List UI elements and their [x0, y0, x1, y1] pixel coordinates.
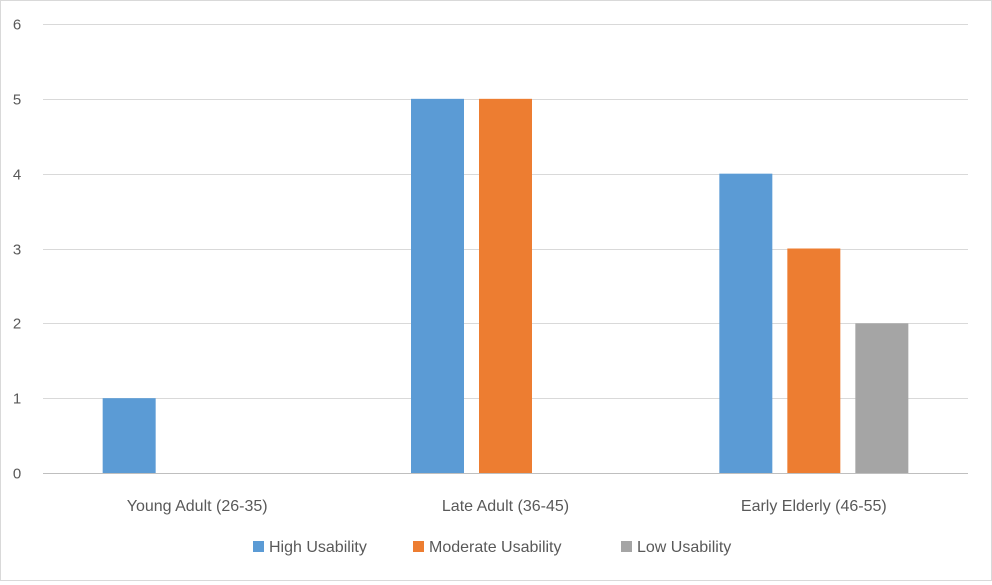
x-tick-label: Late Adult (36-45)	[442, 498, 569, 515]
legend: High Usability Moderate Usability Low Usab…	[253, 539, 731, 556]
y-tick-label: 2	[13, 316, 21, 333]
y-axis-ticks: 0 1 2 3 4 5 6	[13, 17, 21, 483]
x-tick-label: Young Adult (26-35)	[127, 498, 268, 515]
bar-moderate-usability	[787, 248, 841, 473]
legend-label: High Usability	[269, 539, 367, 556]
bars	[102, 98, 909, 473]
legend-swatch	[413, 541, 424, 552]
x-tick-label: Early Elderly (46-55)	[741, 498, 887, 515]
y-tick-label: 1	[13, 391, 21, 408]
bar-high-usability	[102, 398, 156, 473]
bar-high-usability	[719, 173, 773, 473]
y-tick-label: 5	[13, 92, 21, 109]
y-tick-label: 6	[13, 17, 21, 34]
legend-label: Moderate Usability	[429, 539, 562, 556]
y-tick-label: 3	[13, 242, 21, 259]
x-axis-ticks: Young Adult (26-35) Late Adult (36-45) Ear…	[127, 498, 887, 515]
bar-high-usability	[411, 98, 464, 473]
legend-swatch	[253, 541, 264, 552]
bar-moderate-usability	[479, 98, 532, 473]
y-tick-label: 0	[13, 466, 21, 483]
bar-low-usability	[855, 323, 909, 473]
legend-swatch	[621, 541, 632, 552]
legend-label: Low Usability	[637, 539, 731, 556]
y-tick-label: 4	[13, 167, 21, 184]
